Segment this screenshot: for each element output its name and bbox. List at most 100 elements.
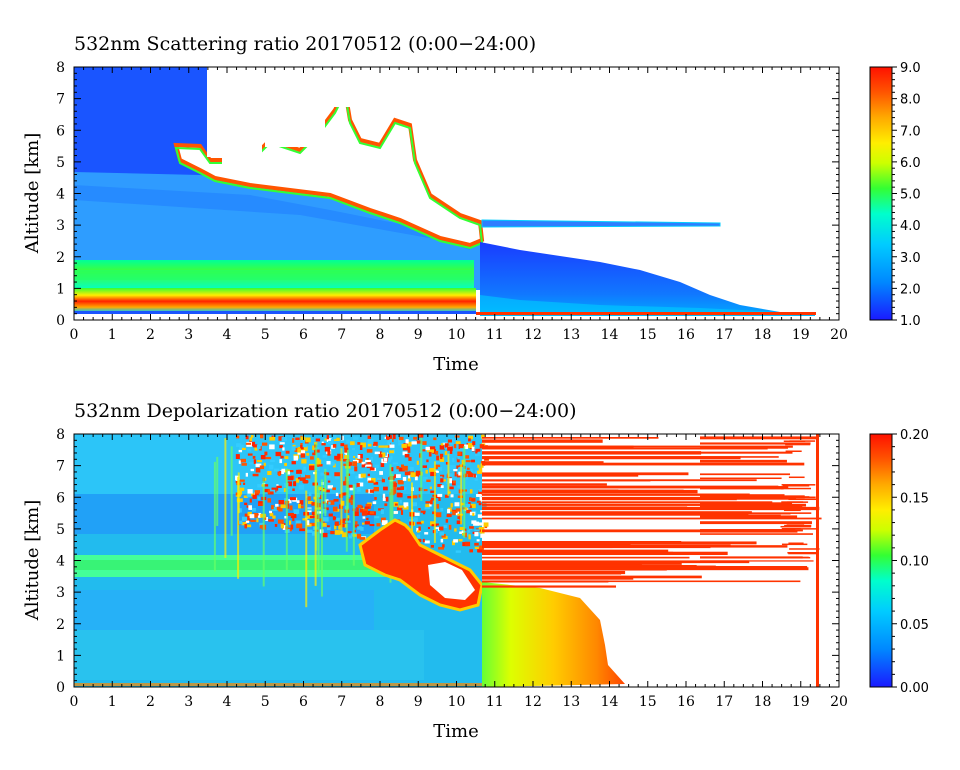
noise-cell bbox=[425, 501, 431, 504]
noise-cell bbox=[354, 524, 359, 528]
noise-cell bbox=[455, 441, 461, 445]
streak bbox=[700, 451, 793, 454]
noise-cell bbox=[417, 530, 420, 533]
noise-cell bbox=[344, 447, 349, 453]
noise-cell bbox=[402, 451, 408, 456]
noise-cell bbox=[239, 520, 243, 525]
x-tick-label: 12 bbox=[524, 694, 542, 710]
noise-cell bbox=[280, 504, 286, 509]
noise-cell bbox=[328, 461, 335, 466]
streak bbox=[700, 533, 813, 535]
noise-cell bbox=[299, 500, 304, 505]
noise-cell bbox=[435, 460, 440, 464]
noise-cell bbox=[347, 461, 352, 465]
y-tick-label: 5 bbox=[56, 522, 65, 538]
noise-cell bbox=[430, 490, 435, 493]
x-tick-label: 4 bbox=[223, 694, 232, 710]
noise-cell bbox=[243, 495, 249, 498]
noise-cell bbox=[280, 455, 284, 459]
noise-cell bbox=[245, 520, 250, 523]
colorbar-tick-label: 0.10 bbox=[900, 555, 929, 570]
noise-cell bbox=[264, 451, 268, 456]
noise-cell bbox=[440, 538, 444, 543]
noise-cell bbox=[414, 476, 418, 481]
streak bbox=[788, 542, 804, 544]
noise-cell bbox=[333, 498, 339, 502]
noise-cell bbox=[383, 447, 388, 451]
streak bbox=[482, 580, 801, 583]
noise-cell bbox=[299, 528, 306, 532]
noise-cell bbox=[383, 486, 388, 491]
noise-cell bbox=[378, 451, 382, 455]
noise-cell bbox=[361, 522, 365, 525]
noise-cell bbox=[470, 468, 473, 473]
noise-cell bbox=[465, 455, 470, 459]
noise-cell bbox=[420, 510, 426, 513]
noise-cell bbox=[398, 442, 404, 446]
streak bbox=[482, 517, 822, 520]
noise-cell bbox=[333, 437, 340, 442]
noise-cell bbox=[298, 484, 305, 490]
streak bbox=[700, 512, 812, 514]
noise-cell bbox=[382, 517, 386, 520]
noise-cell bbox=[304, 446, 308, 452]
noise-cell bbox=[251, 507, 256, 512]
noise-cell bbox=[414, 472, 420, 477]
noise-cell bbox=[249, 440, 252, 444]
noise-cell bbox=[457, 513, 463, 516]
noise-cell bbox=[394, 503, 398, 506]
noise-cell bbox=[328, 440, 334, 445]
noise-cell bbox=[244, 524, 248, 529]
noise-cell bbox=[257, 484, 262, 488]
noise-cell bbox=[293, 481, 297, 487]
noise-cell bbox=[253, 512, 258, 518]
noise-cell bbox=[471, 446, 475, 451]
colorbar-tick-label: 0.00 bbox=[900, 681, 929, 696]
noise-cell bbox=[357, 442, 361, 445]
noise-cell bbox=[316, 463, 319, 466]
noise-cell bbox=[433, 461, 436, 543]
noise-cell bbox=[340, 448, 343, 535]
noise-cell bbox=[374, 464, 379, 468]
noise-cell bbox=[250, 519, 256, 522]
noise-cell bbox=[321, 443, 326, 446]
noise-cell bbox=[280, 523, 285, 529]
noise-cell bbox=[306, 523, 312, 527]
noise-cell bbox=[374, 516, 380, 519]
noise-cell bbox=[454, 502, 460, 507]
noise-cell bbox=[428, 451, 432, 457]
noise-cell bbox=[457, 455, 460, 460]
noise-cell bbox=[474, 453, 478, 457]
noise-cell bbox=[364, 521, 370, 525]
noise-cell bbox=[397, 480, 404, 485]
noise-cell bbox=[357, 533, 362, 539]
noise-cell bbox=[379, 471, 383, 475]
x-tick-label: 15 bbox=[639, 327, 657, 343]
noise-cell bbox=[297, 477, 301, 480]
noise-cell bbox=[405, 439, 409, 444]
noise-cell bbox=[440, 476, 443, 480]
noise-cell bbox=[326, 435, 329, 440]
noise-cell bbox=[390, 467, 394, 472]
noise-cell bbox=[259, 465, 265, 470]
noise-cell bbox=[463, 473, 468, 478]
noise-cell bbox=[410, 472, 416, 478]
noise-cell bbox=[439, 457, 445, 462]
streak bbox=[789, 507, 812, 510]
noise-cell bbox=[290, 524, 294, 530]
streak bbox=[786, 524, 805, 526]
noise-cell bbox=[346, 449, 349, 510]
noise-cell bbox=[323, 507, 329, 511]
noise-cell bbox=[276, 506, 281, 511]
noise-cell bbox=[466, 509, 472, 514]
noise-cell bbox=[464, 444, 469, 450]
noise-cell bbox=[404, 453, 410, 458]
noise-cell bbox=[258, 503, 263, 506]
noise-cell bbox=[456, 465, 460, 469]
noise-cell bbox=[477, 532, 481, 536]
noise-cell bbox=[387, 441, 391, 446]
noise-cell bbox=[456, 520, 462, 525]
noise-cell bbox=[458, 471, 462, 476]
streak bbox=[784, 528, 817, 530]
noise-cell bbox=[444, 443, 448, 448]
